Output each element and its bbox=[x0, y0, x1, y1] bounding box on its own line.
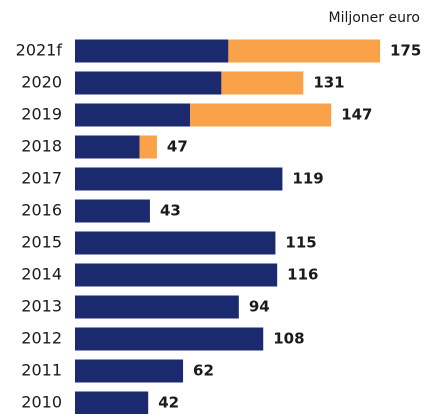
bar-segment bbox=[75, 135, 140, 159]
bar-segment bbox=[75, 327, 264, 351]
bar-segment bbox=[75, 167, 283, 191]
total-label: 94 bbox=[249, 298, 270, 316]
bar-segment bbox=[139, 135, 157, 159]
bar-segment bbox=[75, 199, 150, 223]
total-label: 119 bbox=[292, 170, 323, 188]
bar-segment bbox=[75, 71, 222, 95]
y-tick-label: 2017 bbox=[21, 169, 62, 188]
total-label: 62 bbox=[193, 362, 214, 380]
total-label: 47 bbox=[167, 138, 188, 156]
total-label: 131 bbox=[313, 74, 344, 92]
y-tick-label: 2012 bbox=[21, 329, 62, 348]
y-tick-label: 2021f bbox=[16, 41, 63, 60]
total-label: 116 bbox=[287, 266, 318, 284]
y-tick-label: 2018 bbox=[21, 137, 62, 156]
bar-segment bbox=[228, 39, 380, 63]
unit-label: Miljoner euro bbox=[328, 10, 420, 26]
total-label: 108 bbox=[273, 330, 304, 348]
y-tick-label: 2011 bbox=[21, 361, 62, 380]
y-tick-label: 2014 bbox=[21, 265, 62, 284]
total-label: 115 bbox=[285, 234, 316, 252]
bar-segment bbox=[75, 231, 276, 255]
y-tick-label: 2020 bbox=[21, 73, 62, 92]
bar-segment bbox=[221, 71, 304, 95]
y-tick-label: 2019 bbox=[21, 105, 62, 124]
bar-segment bbox=[75, 295, 239, 319]
bar-segment bbox=[75, 103, 191, 127]
bar-segment bbox=[75, 263, 278, 287]
bar-segment bbox=[190, 103, 332, 127]
y-tick-label: 2013 bbox=[21, 297, 62, 316]
total-label: 147 bbox=[341, 106, 372, 124]
y-tick-label: 2016 bbox=[21, 201, 62, 220]
bar-segment bbox=[75, 39, 229, 63]
bar-segment bbox=[75, 359, 184, 383]
y-tick-label: 2015 bbox=[21, 233, 62, 252]
total-label: 175 bbox=[390, 42, 421, 60]
total-label: 43 bbox=[160, 202, 181, 220]
bar-segment bbox=[75, 391, 149, 414]
total-label: 42 bbox=[158, 394, 179, 412]
y-tick-label: 2010 bbox=[21, 393, 62, 412]
